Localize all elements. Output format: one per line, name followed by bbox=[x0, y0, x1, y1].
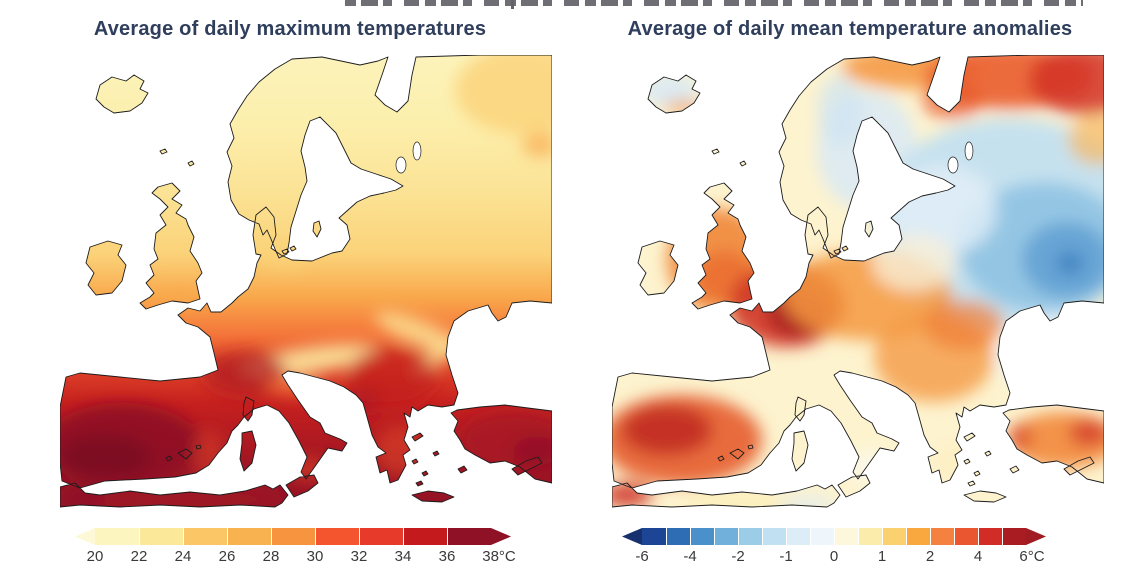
colorbar-segment bbox=[359, 528, 403, 545]
colorbar-tick: 0 bbox=[829, 548, 839, 565]
anomaly-colorbar bbox=[622, 528, 1046, 545]
max-temperature-colorbar bbox=[75, 528, 511, 545]
colorbar-segment bbox=[786, 528, 810, 545]
colorbar-tick: 26 bbox=[218, 548, 236, 565]
colorbar-tick: 4 bbox=[973, 548, 983, 565]
colorbar-segment bbox=[315, 528, 359, 545]
colorbar-segment bbox=[666, 528, 690, 545]
colorbar-tick: -6 bbox=[635, 548, 649, 565]
colorbar-segment bbox=[810, 528, 834, 545]
colorbar-tick: -2 bbox=[731, 548, 745, 565]
colorbar-tick: 36 bbox=[438, 548, 456, 565]
cropped-header-separator bbox=[511, 0, 514, 9]
colorbar-segment bbox=[882, 528, 906, 545]
left-map-title: Average of daily maximum temperatures bbox=[93, 18, 487, 40]
colorbar-tick: -4 bbox=[683, 548, 697, 565]
colorbar-segment bbox=[183, 528, 227, 545]
colorbar-left-arrow-icon bbox=[75, 528, 95, 545]
colorbar-segment bbox=[642, 528, 666, 545]
colorbar-segment bbox=[906, 528, 930, 545]
colorbar-segment bbox=[227, 528, 271, 545]
colorbar-tick: 30 bbox=[306, 548, 324, 565]
cropped-header-text bbox=[345, 0, 1083, 9]
colorbar-tick: 1 bbox=[877, 548, 887, 565]
colorbar-tick: 32 bbox=[350, 548, 368, 565]
colorbar-segment bbox=[95, 528, 139, 545]
colorbar-segment bbox=[930, 528, 954, 545]
colorbar-segment bbox=[1002, 528, 1026, 545]
colorbar-tick: 20 bbox=[86, 548, 104, 565]
colorbar-right-arrow-icon bbox=[1026, 528, 1046, 545]
colorbar-tick: 34 bbox=[394, 548, 412, 565]
lakes bbox=[395, 141, 422, 174]
colorbar-segment bbox=[447, 528, 491, 545]
colorbar-tick: -1 bbox=[779, 548, 793, 565]
colorbar-tick: 28 bbox=[262, 548, 280, 565]
colorbar-segment bbox=[738, 528, 762, 545]
colorbar-left-arrow-icon bbox=[622, 528, 642, 545]
colorbar-tick: 2 bbox=[925, 548, 935, 565]
right-map-title: Average of daily mean temperature anomal… bbox=[627, 18, 1073, 40]
max-temperature-map bbox=[60, 55, 552, 508]
colorbar-tick: 38°C bbox=[482, 548, 516, 565]
colorbar-tick: 22 bbox=[130, 548, 148, 565]
colorbar-tick: 24 bbox=[174, 548, 192, 565]
colorbar-segment bbox=[762, 528, 786, 545]
colorbar-segment bbox=[139, 528, 183, 545]
colorbar-segment bbox=[954, 528, 978, 545]
anomaly-map bbox=[612, 55, 1104, 508]
max-temperature-colorbar-labels: 20 22 24 26 28 30 32 34 36 38°C bbox=[75, 548, 516, 566]
colorbar-right-arrow-icon bbox=[491, 528, 511, 545]
max-temperature-field bbox=[60, 55, 552, 507]
colorbar-segment bbox=[858, 528, 882, 545]
colorbar-segment bbox=[834, 528, 858, 545]
anomaly-colorbar-labels: -6 -4 -2 -1 0 1 2 4 6°C bbox=[622, 548, 1046, 566]
lakes bbox=[947, 141, 974, 174]
colorbar-segment bbox=[690, 528, 714, 545]
colorbar-segment bbox=[271, 528, 315, 545]
colorbar-segment bbox=[978, 528, 1002, 545]
colorbar-segment bbox=[403, 528, 447, 545]
colorbar-segment bbox=[714, 528, 738, 545]
colorbar-tick: 6°C bbox=[1019, 548, 1045, 565]
anomaly-field bbox=[612, 55, 1104, 507]
